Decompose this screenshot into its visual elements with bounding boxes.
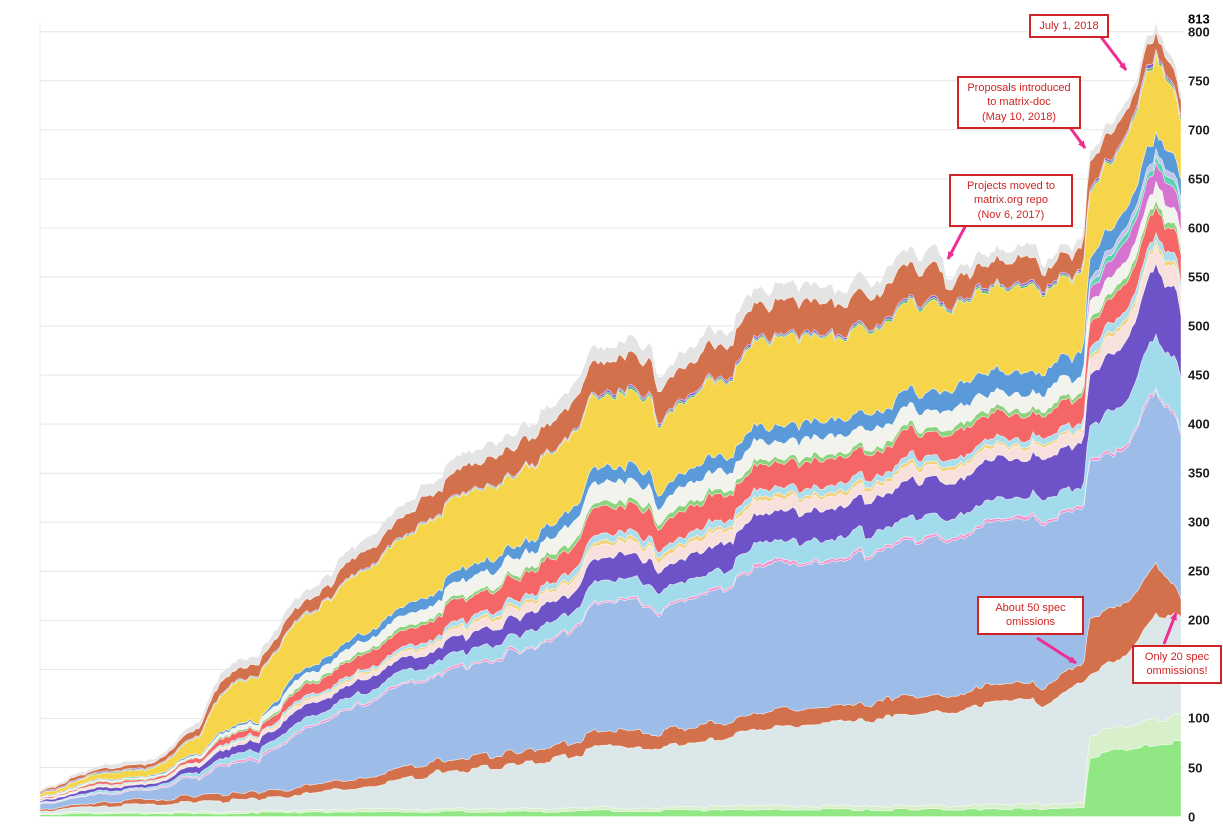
annotation-proposals-introduced: Proposals introduced to matrix-doc (May … bbox=[957, 76, 1081, 129]
annotation-arrows bbox=[946, 36, 1178, 665]
y-axis-tick-label: 700 bbox=[1188, 122, 1210, 138]
y-axis-tick-label: 600 bbox=[1188, 220, 1210, 236]
y-axis-tick-label: 800 bbox=[1188, 24, 1210, 40]
y-axis-tick-label: 100 bbox=[1188, 710, 1210, 726]
y-axis-tick-label: 250 bbox=[1188, 563, 1210, 579]
y-axis-tick-label: 500 bbox=[1188, 318, 1210, 334]
y-axis-tick-label: 450 bbox=[1188, 367, 1210, 383]
annotation-projects-moved: Projects moved to matrix.org repo (Nov 6… bbox=[949, 174, 1073, 227]
annotation-july-1-2018: July 1, 2018 bbox=[1029, 14, 1109, 39]
annotation-only-20-omissions: Only 20 spec ommissions! bbox=[1132, 645, 1222, 684]
y-axis-peak-label: 813 bbox=[1188, 11, 1210, 27]
y-axis-tick-label: 550 bbox=[1188, 269, 1210, 285]
y-axis-tick-label: 650 bbox=[1188, 171, 1210, 187]
annotation-about-50-omissions: About 50 spec omissions bbox=[977, 596, 1084, 635]
y-axis-tick-label: 300 bbox=[1188, 514, 1210, 530]
y-axis-tick-label: 50 bbox=[1188, 760, 1203, 775]
y-axis-tick-label: 750 bbox=[1188, 73, 1210, 89]
y-axis-tick-label: 400 bbox=[1188, 416, 1210, 432]
y-axis-tick-label: 0 bbox=[1188, 809, 1196, 824]
y-axis-tick-label: 200 bbox=[1188, 612, 1210, 628]
area-layers bbox=[39, 21, 1182, 817]
y-axis-tick-label: 350 bbox=[1188, 465, 1210, 481]
band-grey-top bbox=[39, 21, 1182, 793]
